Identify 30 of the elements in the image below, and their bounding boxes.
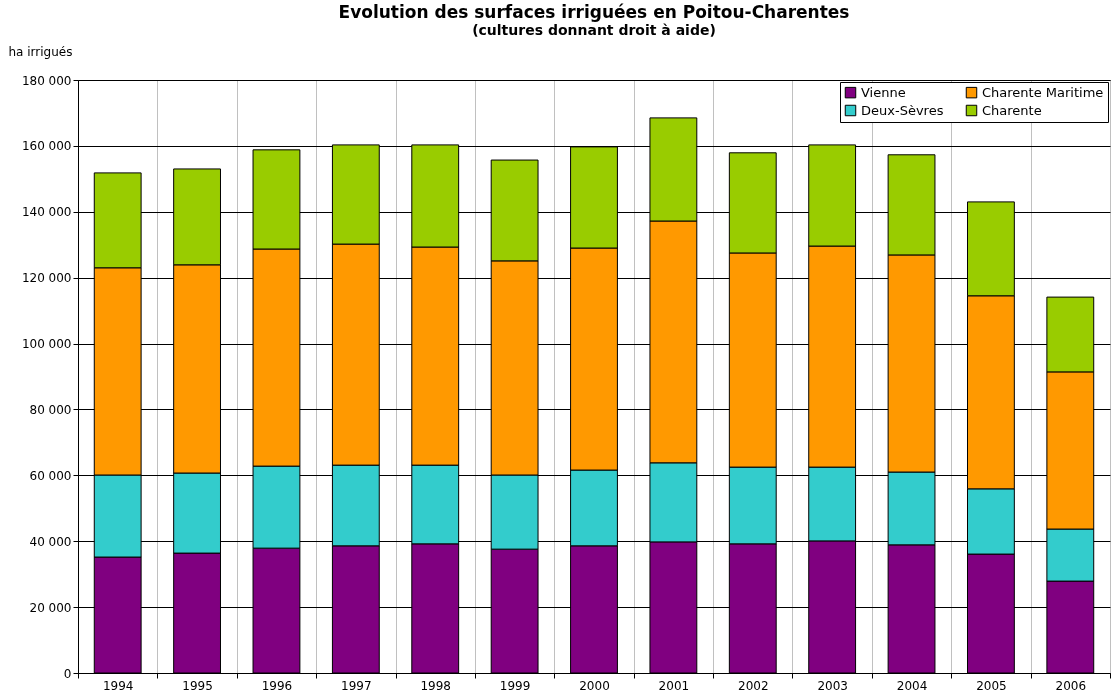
y-tick-label: 40 000	[29, 534, 72, 549]
y-tick-label: 60 000	[29, 468, 72, 483]
legend-label: Deux-Sèvres	[861, 102, 944, 118]
x-tick-label: 1996	[261, 678, 293, 690]
x-tick-label: 2001	[658, 678, 690, 690]
x-tick-label: 1998	[420, 678, 451, 690]
x-tick-label: 2006	[1055, 678, 1087, 690]
x-tick-label: 2003	[817, 678, 848, 690]
y-axis-title: ha irrigués	[8, 44, 73, 59]
x-tick-label: 1999	[499, 678, 531, 690]
x-tick-label: 2000	[579, 678, 610, 690]
y-tick-label: 140 000	[21, 205, 72, 220]
chart-title: Evolution des surfaces irriguées en Poitou-Charentes	[338, 2, 850, 22]
y-tick-label: 120 000	[21, 271, 72, 286]
x-tick-label: 2005	[976, 678, 1007, 690]
x-tick-label: 1997	[341, 678, 372, 690]
x-tick-label: 2002	[738, 678, 769, 690]
y-tick-label: 100 000	[21, 337, 72, 352]
y-tick-label: 80 000	[29, 402, 72, 417]
y-tick-label: 180 000	[21, 73, 72, 88]
legend-label: Vienne	[861, 84, 906, 100]
y-tick-label: 0	[63, 666, 72, 681]
x-tick-label: 2004	[896, 678, 928, 690]
chart-subtitle: (cultures donnant droit à aide)	[472, 22, 716, 38]
x-tick-label: 1995	[182, 678, 213, 690]
legend-label: Charente Maritime	[982, 84, 1104, 100]
legend-label: Charente	[982, 102, 1042, 118]
y-tick-label: 20 000	[29, 600, 72, 615]
y-tick-label: 160 000	[21, 139, 72, 154]
x-tick-label: 1994	[102, 678, 134, 690]
